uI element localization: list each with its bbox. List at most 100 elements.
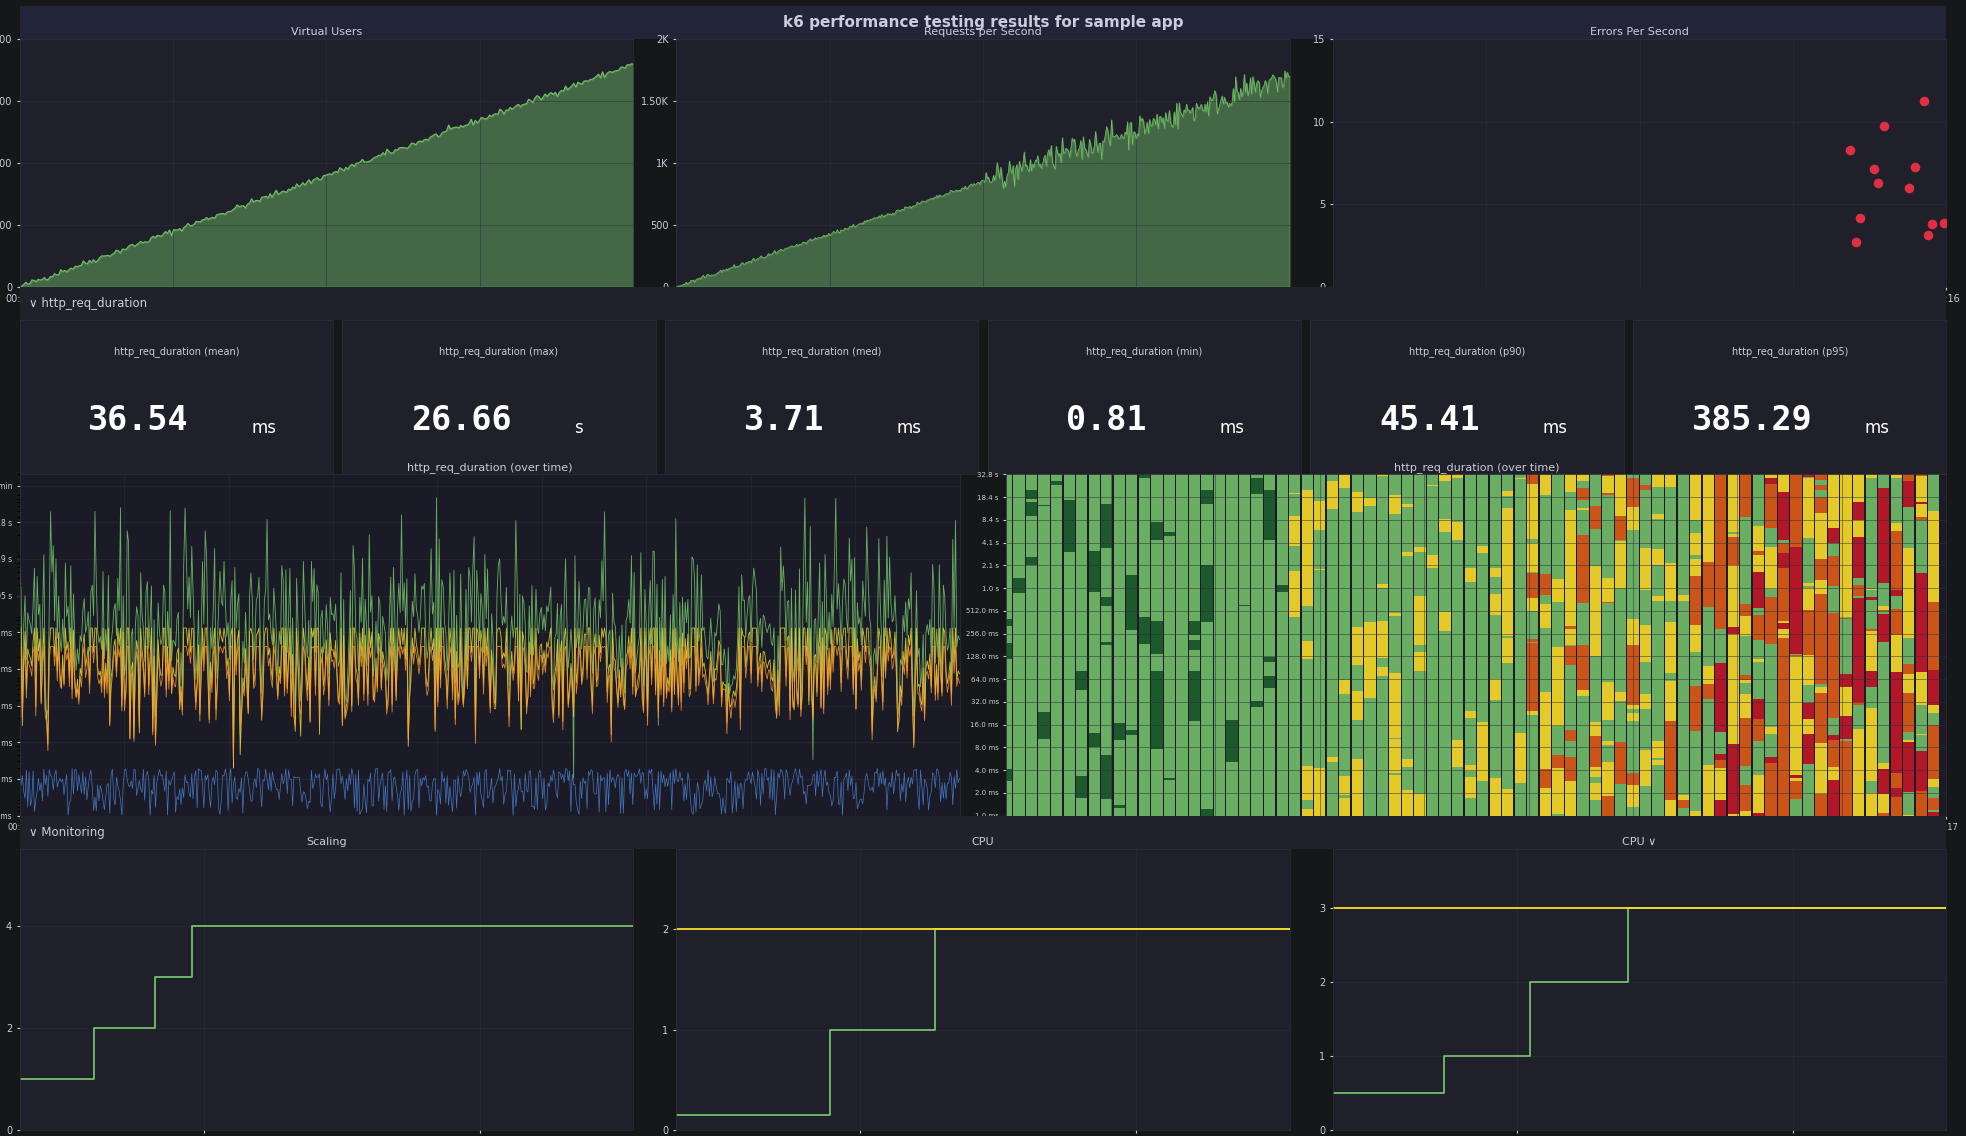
Bar: [1327, 651, 1339, 661]
Bar: [1565, 666, 1577, 670]
Bar: [1012, 695, 1024, 732]
Title: Virtual Users: Virtual Users: [291, 27, 362, 37]
Bar: [1490, 778, 1500, 794]
Bar: [1929, 812, 1938, 816]
Bar: [1439, 619, 1451, 630]
Bar: [1866, 628, 1878, 630]
Bar: [1439, 610, 1451, 612]
Bar: [1001, 526, 1012, 533]
Bar: [1290, 696, 1300, 721]
Bar: [1264, 483, 1276, 490]
Bar: [1840, 619, 1852, 621]
Bar: [1227, 474, 1239, 488]
Text: 385.29: 385.29: [1691, 404, 1813, 437]
Bar: [1754, 554, 1764, 573]
Bar: [1514, 580, 1526, 601]
Bar: [1653, 741, 1663, 758]
Bar: [1691, 811, 1701, 816]
Text: http_req_duration (med): http_req_duration (med): [763, 345, 881, 357]
Bar: [1138, 558, 1150, 583]
Bar: [1803, 763, 1815, 816]
Bar: [1390, 645, 1400, 674]
Bar: [1903, 693, 1915, 732]
Bar: [1840, 738, 1852, 741]
Bar: [1553, 579, 1563, 602]
Bar: [1514, 733, 1526, 783]
Bar: [1691, 808, 1701, 811]
Bar: [1138, 801, 1150, 816]
Bar: [1840, 741, 1852, 766]
Bar: [1127, 517, 1138, 518]
Bar: [1903, 474, 1915, 481]
Bar: [1703, 684, 1714, 700]
Bar: [1815, 686, 1826, 693]
Bar: [1828, 793, 1840, 795]
Bar: [1714, 592, 1726, 595]
Bar: [1740, 683, 1752, 694]
Bar: [1364, 700, 1376, 707]
Bar: [1313, 487, 1325, 501]
Bar: [1465, 545, 1476, 567]
Bar: [1828, 767, 1840, 780]
Bar: [1038, 492, 1050, 506]
Bar: [1364, 791, 1376, 810]
Bar: [1353, 579, 1362, 593]
Bar: [1052, 535, 1062, 557]
Bar: [1514, 601, 1526, 651]
Bar: [1164, 617, 1176, 653]
Bar: [1052, 730, 1062, 735]
Text: http_req_duration (mean): http_req_duration (mean): [114, 345, 240, 357]
Bar: [1012, 642, 1024, 657]
Bar: [1138, 477, 1150, 483]
Bar: [1565, 510, 1577, 583]
Bar: [1189, 726, 1199, 729]
Bar: [1777, 543, 1789, 553]
Bar: [1703, 744, 1714, 765]
Bar: [1740, 636, 1752, 675]
Bar: [1290, 516, 1300, 545]
Bar: [1866, 478, 1878, 485]
Bar: [1138, 490, 1150, 558]
Bar: [1301, 809, 1313, 816]
Text: ms: ms: [1219, 419, 1244, 437]
Bar: [1439, 481, 1451, 519]
Bar: [1227, 488, 1239, 501]
Bar: [1815, 496, 1826, 513]
Bar: [1038, 542, 1050, 586]
Bar: [1353, 492, 1362, 512]
Bar: [1101, 484, 1113, 504]
Bar: [1164, 532, 1176, 536]
Bar: [1878, 613, 1889, 642]
Bar: [1189, 561, 1199, 562]
Bar: [1640, 549, 1651, 557]
Bar: [1064, 552, 1075, 556]
Bar: [1891, 573, 1901, 590]
Bar: [1502, 475, 1514, 491]
Bar: [1665, 482, 1677, 487]
Bar: [1075, 641, 1087, 642]
Bar: [1691, 625, 1701, 652]
Bar: [1528, 573, 1539, 599]
Bar: [1026, 566, 1038, 568]
Bar: [1640, 477, 1651, 485]
Bar: [1339, 475, 1351, 488]
Bar: [1791, 546, 1801, 602]
Bar: [1026, 558, 1038, 566]
Bar: [1929, 810, 1938, 812]
Bar: [1390, 775, 1400, 816]
Text: http_req_duration (p90): http_req_duration (p90): [1410, 345, 1526, 357]
Bar: [1164, 693, 1176, 728]
Bar: [1176, 753, 1187, 758]
Bar: [1791, 654, 1801, 655]
Bar: [1840, 766, 1852, 771]
Bar: [1929, 525, 1938, 527]
Bar: [1227, 628, 1239, 640]
Bar: [1528, 711, 1539, 715]
Bar: [1878, 719, 1889, 763]
Bar: [1138, 768, 1150, 801]
Bar: [1878, 763, 1889, 769]
Bar: [1376, 584, 1388, 588]
Bar: [1602, 720, 1614, 741]
Bar: [1590, 487, 1600, 507]
Bar: [1026, 475, 1038, 482]
